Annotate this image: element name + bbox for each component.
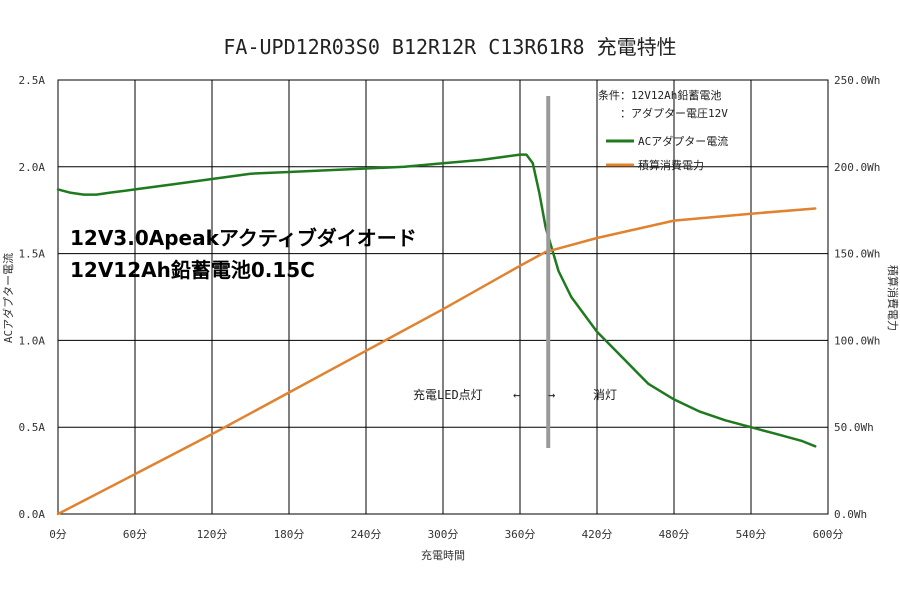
y-left-tick-label: 0.0A xyxy=(19,508,46,521)
y-right-tick-label: 100.0Wh xyxy=(834,334,880,347)
y-right-tick-label: 250.0Wh xyxy=(834,74,880,87)
x-tick-label: 420分 xyxy=(582,528,613,541)
y-left-tick-label: 1.5A xyxy=(19,248,46,261)
x-tick-label: 60分 xyxy=(123,528,147,541)
x-tick-label: 600分 xyxy=(813,528,844,541)
legend-label-energy: 積算消費電力 xyxy=(638,158,704,172)
annotation-led-off: 消灯 xyxy=(593,388,617,402)
annotation-arrow-right: → xyxy=(548,388,555,402)
y-right-tick-label: 50.0Wh xyxy=(834,421,874,434)
series-layer xyxy=(56,153,817,516)
annotation-arrow-left: ← xyxy=(513,388,520,402)
x-axis-ticks: 0分 60分 120分 180分 240分 300分 360分 420分 480分 540分 600… xyxy=(49,528,843,541)
legend-condition-1: 条件：12V12Ah鉛蓄電池 xyxy=(598,88,721,102)
annotation-headline-1: 12V3.0Apeakアクティブダイオード xyxy=(70,226,417,250)
y-left-tick-label: 1.0A xyxy=(19,334,46,347)
y-right-axis-label: 積算消費電力 xyxy=(886,265,900,331)
y-left-axis-ticks: 0.0A 0.5A 1.0A 1.5A 2.0A 2.5A xyxy=(19,74,46,521)
annotation-headline-2: 12V12Ah鉛蓄電池0.15C xyxy=(70,258,315,282)
legend-label-current: ACアダプター電流 xyxy=(638,134,728,148)
y-left-tick-label: 0.5A xyxy=(19,421,46,434)
plot-frame xyxy=(57,79,829,515)
legend: 条件：12V12Ah鉛蓄電池 ：アダプター電圧12V ACアダプター電流 積算消… xyxy=(598,88,728,172)
energy-series-line xyxy=(56,207,817,516)
x-tick-label: 180分 xyxy=(274,528,305,541)
chart-title: FA-UPD12R03S0 B12R12R C13R61R8 充電特性 xyxy=(223,35,676,59)
y-right-axis-ticks: 0.0Wh 50.0Wh 100.0Wh 150.0Wh 200.0Wh 250.0Wh xyxy=(834,74,880,521)
x-tick-label: 120分 xyxy=(197,528,228,541)
y-left-tick-label: 2.0A xyxy=(19,161,46,174)
x-tick-label: 360分 xyxy=(505,528,536,541)
x-tick-label: 540分 xyxy=(736,528,767,541)
y-right-tick-label: 0.0Wh xyxy=(834,508,867,521)
current-series-line xyxy=(56,153,817,448)
y-left-tick-label: 2.5A xyxy=(19,74,46,87)
plot-grid xyxy=(58,80,828,514)
annotation-led-on: 充電LED点灯 xyxy=(413,387,483,402)
x-tick-label: 480分 xyxy=(659,528,690,541)
x-tick-label: 300分 xyxy=(428,528,459,541)
x-tick-label: 240分 xyxy=(351,528,382,541)
y-right-tick-label: 200.0Wh xyxy=(834,161,880,174)
x-tick-label: 0分 xyxy=(49,528,67,541)
y-right-tick-label: 150.0Wh xyxy=(834,248,880,261)
x-axis-label: 充電時間 xyxy=(421,548,465,562)
legend-condition-2: ：アダプター電圧12V xyxy=(598,106,728,120)
y-left-axis-label: ACアダプター電流 xyxy=(1,253,15,343)
